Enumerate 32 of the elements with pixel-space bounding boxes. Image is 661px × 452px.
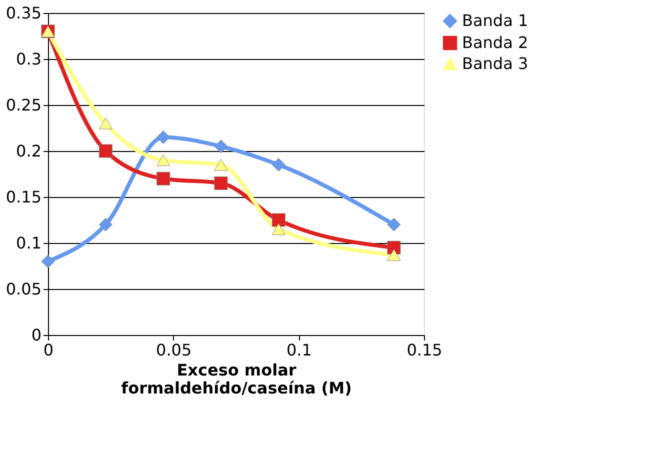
point — [156, 154, 170, 166]
point — [98, 118, 112, 130]
x-tick-label: 0.05 — [156, 340, 192, 360]
point — [41, 254, 55, 268]
y-tick-label: 0.35 — [6, 4, 42, 22]
y-tick-label: 0.1 — [16, 234, 42, 252]
y-tick-label: 0 — [31, 326, 42, 344]
x-tick-label: 0 — [43, 340, 54, 360]
point — [214, 158, 228, 171]
y-tick-label: 0.3 — [16, 50, 42, 68]
legend-label: Banda 1 — [462, 11, 528, 30]
legend-label: Banda 2 — [462, 33, 528, 52]
point — [272, 213, 286, 227]
y-tick-label: 0.05 — [6, 280, 42, 298]
point — [156, 130, 170, 144]
point — [387, 249, 401, 261]
legend-label: Banda 3 — [462, 54, 528, 73]
y-tick-label: 0.15 — [6, 188, 42, 206]
point — [214, 176, 228, 190]
point — [98, 144, 112, 158]
y-tick-label: 0.25 — [6, 96, 42, 114]
point — [387, 218, 401, 232]
y-tick-label: 0.2 — [16, 142, 42, 160]
x-tick-label: 0.15 — [406, 340, 442, 360]
point — [272, 223, 286, 236]
point — [272, 158, 286, 172]
point — [387, 240, 401, 254]
x-axis-title: Exceso molar formaldehído/caseína (M) — [121, 360, 352, 398]
point — [214, 140, 228, 154]
x-tick-label: 0.1 — [286, 340, 312, 360]
point — [156, 172, 170, 186]
point — [98, 218, 112, 232]
